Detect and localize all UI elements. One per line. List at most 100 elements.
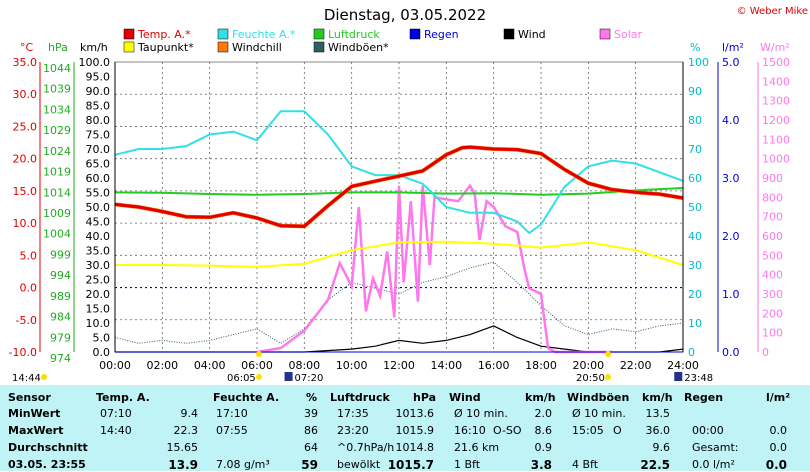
sunset-label: 20:50 xyxy=(576,373,605,384)
hum-tick-label: 40 xyxy=(688,230,702,243)
wind-tick-label: 50.0 xyxy=(86,201,111,214)
solar-tick-label: 1300 xyxy=(762,95,790,108)
table-cell-h_time: 07:55 xyxy=(216,424,248,437)
legend-label: Windchill xyxy=(232,41,282,54)
wind-tick-label: 5.0 xyxy=(93,332,111,345)
pressure-tick-label: 994 xyxy=(50,269,71,282)
series-windboeen xyxy=(114,261,684,344)
legend-swatch xyxy=(599,28,611,40)
axis-header-rain: l/m² xyxy=(722,41,744,54)
temp-tick-label: 10.0 xyxy=(13,217,38,230)
solar-tick-label: 1200 xyxy=(762,114,790,127)
axis-unit-headers: °C hPa km/h% l/m² W/m² xyxy=(20,41,790,54)
hum-tick-label: 50 xyxy=(688,201,702,214)
x-tick-label: 22:00 xyxy=(620,359,652,372)
wind-tick-label: 0.0 xyxy=(93,346,111,359)
table-cell-w_val: 3.8 xyxy=(530,458,552,472)
table-cell-p_val: 1014.8 xyxy=(395,441,435,454)
wind-tick-label: 25.0 xyxy=(86,274,111,287)
table-cell-p_time: 17:35 xyxy=(337,407,369,420)
hum-tick-label: 30 xyxy=(688,259,702,272)
legend-label: Feuchte A.* xyxy=(232,28,296,41)
temp-tick-label: 0.0 xyxy=(20,282,38,295)
pressure-tick-label: 984 xyxy=(50,311,71,324)
sunset-sun-icon xyxy=(605,374,612,380)
table-cell-t_time: 14:40 xyxy=(100,424,132,437)
table-cell-p_val: 1015.9 xyxy=(395,424,435,437)
axes: 35.030.025.020.015.010.05.00.0-5.0-10.01… xyxy=(9,56,790,365)
table-cell-h_val: 64 xyxy=(304,441,318,454)
table-cell-t_time: 07:10 xyxy=(100,407,132,420)
series-taupunkt xyxy=(115,240,684,268)
wind-tick-label: 20.0 xyxy=(86,288,111,301)
hdr-press: Luftdruck xyxy=(330,391,390,404)
table-cell-label: MinWert xyxy=(8,407,61,420)
x-tick-label: 14:00 xyxy=(430,359,462,372)
pressure-tick-label: 1044 xyxy=(43,62,71,75)
hum-tick-label: 70 xyxy=(688,143,702,156)
table-cell-p_time: 23:20 xyxy=(337,424,369,437)
table-cell-h_val: 59 xyxy=(301,458,318,472)
legend-swatch xyxy=(409,28,421,40)
axis-header-hum: % xyxy=(690,41,700,54)
x-tick-label: 06:00 xyxy=(241,359,273,372)
moonset-moon-icon xyxy=(674,372,683,381)
series-luftdruck xyxy=(114,187,684,196)
table-cell-label: MaxWert xyxy=(8,424,64,437)
pressure-tick-label: 1029 xyxy=(43,124,71,137)
copyright-text: © Weber Mike xyxy=(737,6,808,17)
solar-tick-label: 500 xyxy=(762,249,783,262)
table-cell-p_val: 1013.6 xyxy=(395,407,435,420)
table-cell-w_time: 21.6 km xyxy=(454,441,500,454)
axis-header-pressure: hPa xyxy=(48,41,68,54)
axis-header-wind: km/h xyxy=(80,41,108,54)
rain-tick-label: 0.0 xyxy=(722,346,740,359)
wind-tick-label: 35.0 xyxy=(86,245,111,258)
temp-tick-label: 20.0 xyxy=(13,153,38,166)
legend-label: Regen xyxy=(424,28,459,41)
hum-tick-label: 0 xyxy=(688,346,695,359)
legend-swatch xyxy=(217,28,229,40)
table-cell-p_val: 1015.7 xyxy=(387,458,434,472)
temp-tick-label: 35.0 xyxy=(13,56,38,69)
rain-tick-label: 2.0 xyxy=(722,230,740,243)
table-cell-h_time: 17:10 xyxy=(216,407,248,420)
table-cell-w_time: 16:10 xyxy=(454,424,486,437)
hum-tick-label: 100 xyxy=(688,56,709,69)
temp-tick-label: -5.0 xyxy=(16,314,37,327)
wind-tick-label: 85.0 xyxy=(86,100,111,113)
wind-tick-label: 100.0 xyxy=(79,56,111,69)
legend-label: Windböen* xyxy=(328,41,389,54)
rain-tick-label: 5.0 xyxy=(722,56,740,69)
table-cell-t_val: 13.9 xyxy=(168,458,198,472)
legend-swatch xyxy=(217,41,229,53)
pressure-tick-label: 1019 xyxy=(43,166,71,179)
table-cell-w_val: 2.0 xyxy=(534,407,553,420)
table-cell-t_val: 22.3 xyxy=(173,424,199,437)
solar-tick-label: 1500 xyxy=(762,56,790,69)
wind-tick-label: 65.0 xyxy=(86,158,111,171)
series-feuchte xyxy=(114,110,684,235)
solar-tick-label: 900 xyxy=(762,172,783,185)
wind-tick-label: 10.0 xyxy=(86,317,111,330)
x-tick-label: 04:00 xyxy=(194,359,226,372)
table-cell-g_val: 9.6 xyxy=(652,441,671,454)
wind-tick-label: 55.0 xyxy=(86,187,111,200)
pressure-tick-label: 974 xyxy=(50,352,71,365)
solar-tick-label: 0 xyxy=(762,346,769,359)
hdr-hum: Feuchte A. xyxy=(213,391,280,404)
table-cell-r_time: Gesamt: xyxy=(692,441,739,454)
legend-label: Wind xyxy=(518,28,546,41)
legend-swatch xyxy=(313,28,325,40)
legend-label: Taupunkt* xyxy=(137,41,194,54)
solar-tick-label: 1100 xyxy=(762,133,790,146)
weather-chart: Dienstag, 03.05.2022 © Weber Mike Temp. … xyxy=(9,6,808,384)
rain-tick-label: 1.0 xyxy=(722,288,740,301)
wind-tick-label: 75.0 xyxy=(86,129,111,142)
statistics-table: Sensor Temp. A. Feuchte A. % Luftdruck h… xyxy=(0,385,810,472)
hdr-temp: Temp. A. xyxy=(96,391,150,404)
wind-tick-label: 15.0 xyxy=(86,303,111,316)
table-cell-r_val: 0.0 xyxy=(765,458,787,472)
table-cell-h_val: 86 xyxy=(304,424,318,437)
pressure-tick-label: 1004 xyxy=(43,228,71,241)
